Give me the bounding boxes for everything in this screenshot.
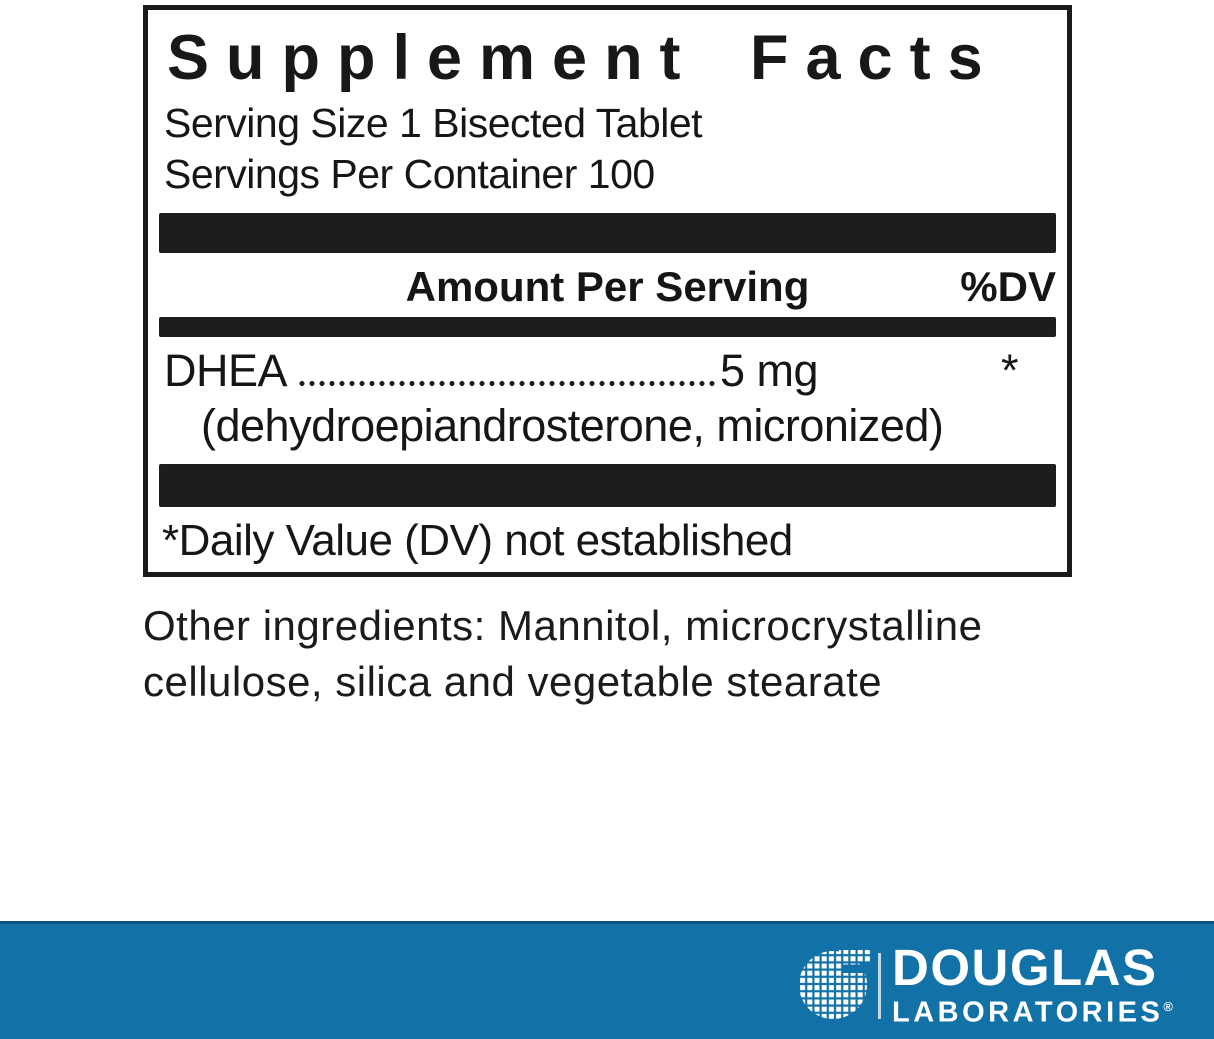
amount-per-serving-header: Amount Per Serving [405,263,810,310]
nutrient-amount: 5 mg [719,345,819,396]
brand-subtitle-text: LABORATORIES [892,996,1164,1029]
servings-per-container-line: Servings Per Container 100 [164,151,655,197]
percent-dv-header: %DV [960,263,1056,310]
douglas-laboratories-logo: DOUGLAS LABORATORIES® [799,939,1173,1028]
nutrient-dv-asterisk: * [1000,345,1019,396]
nutrient-detail: (dehydroepiandrosterone, micronized) [201,400,944,451]
nutrient-name: DHEA [164,345,288,396]
divider-bar-bottom [159,464,1056,507]
supplement-facts-panel: Supplement Facts Serving Size 1 Bisected… [143,5,1072,577]
divider-bar-top [159,213,1056,253]
registered-trademark-symbol: ® [1163,999,1173,1014]
brand-band: DOUGLAS LABORATORIES® [0,921,1214,1039]
panel-title: Supplement Facts [167,23,1000,93]
logo-divider-line [878,953,881,1020]
brand-name: DOUGLAS [892,939,1158,996]
douglas-grid-icon [799,948,871,1025]
brand-subtitle: LABORATORIES® [892,992,1173,1028]
daily-value-footnote: *Daily Value (DV) not established [162,516,793,565]
other-ingredients-text: Other ingredients: Mannitol, microcrysta… [143,602,983,705]
dotted-leader [297,379,717,388]
brand-text-block: DOUGLAS LABORATORIES® [892,939,1173,1028]
column-header-row: Amount Per Serving %DV [159,257,1056,317]
divider-bar-middle [159,317,1056,337]
serving-size-line: Serving Size 1 Bisected Tablet [164,100,703,146]
table-row: DHEA 5 mg * [159,347,1056,395]
